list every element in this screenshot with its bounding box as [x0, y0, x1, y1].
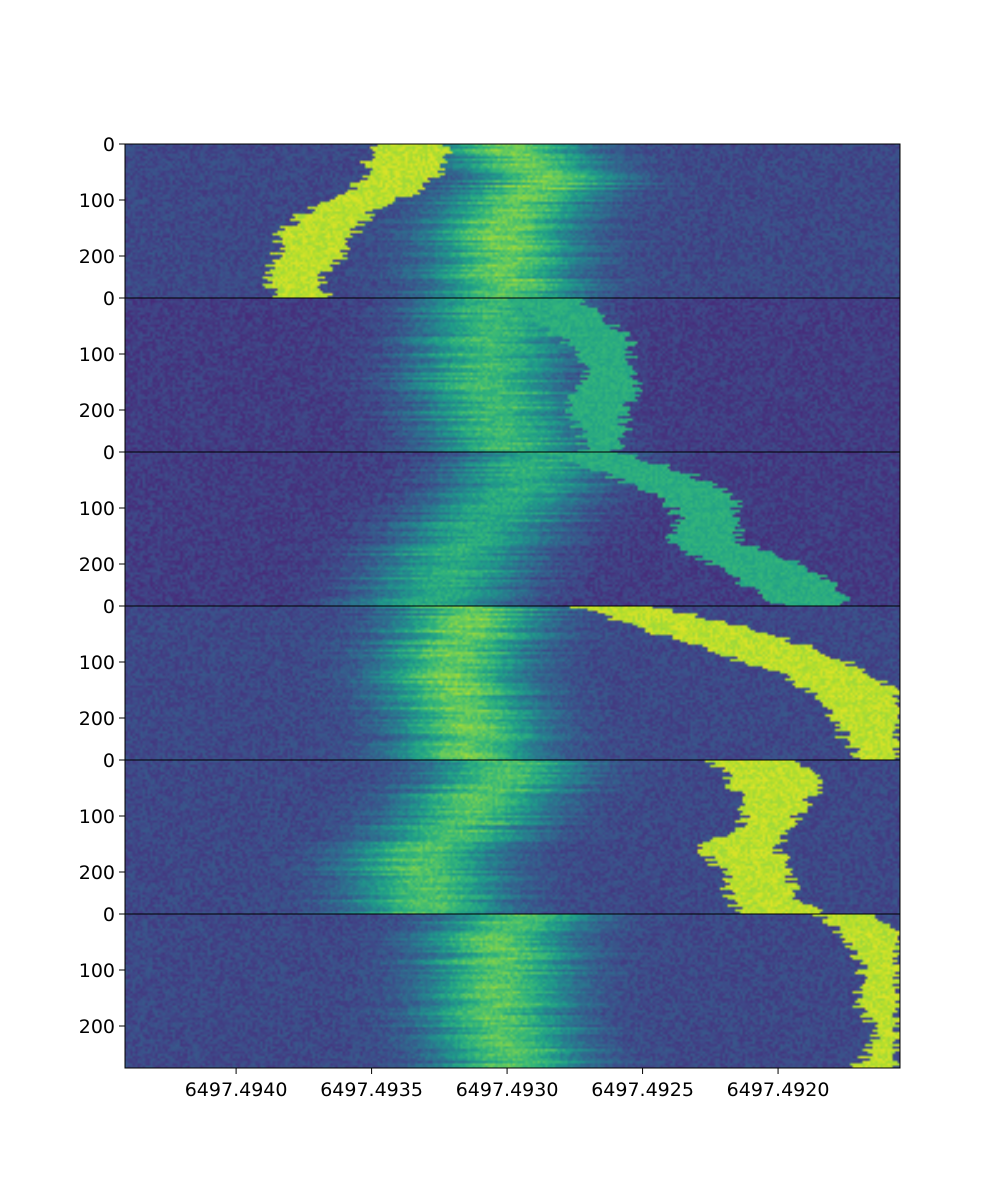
x-tick-label: 6497.4925	[591, 1079, 694, 1101]
y-tick-label: 100	[79, 960, 115, 982]
y-tick-label: 0	[103, 596, 115, 618]
panel-1-heatmap	[125, 144, 900, 298]
y-tick-label: 200	[79, 1016, 115, 1038]
panel-5-heatmap	[125, 760, 900, 914]
panel-2-heatmap	[125, 298, 900, 452]
heatmap-panels	[124, 143, 901, 1069]
x-tick-label: 6497.4920	[727, 1079, 830, 1101]
y-tick-label: 0	[103, 134, 115, 156]
x-tick-label: 6497.4935	[320, 1079, 423, 1101]
y-tick-label: 200	[79, 708, 115, 730]
y-tick-label: 200	[79, 862, 115, 884]
panel-6-heatmap	[125, 914, 900, 1068]
y-tick-label: 100	[79, 806, 115, 828]
y-tick-label: 100	[79, 498, 115, 520]
x-tick-label: 6497.4940	[185, 1079, 288, 1101]
y-axis-ticks: 0 100 200 0 100 200 0 100 200 0 100 200 0 100 200 0 100 2…	[79, 134, 125, 1038]
y-tick-label: 0	[103, 288, 115, 310]
y-tick-label: 200	[79, 400, 115, 422]
panel-6-frame	[124, 913, 901, 1069]
x-axis-ticks: 6497.4940 6497.4935 6497.4930 6497.4925 6497…	[185, 1068, 830, 1101]
y-tick-label: 200	[79, 554, 115, 576]
panel-4-heatmap	[125, 606, 900, 760]
y-tick-label: 100	[79, 344, 115, 366]
panel-3-heatmap	[125, 452, 900, 606]
y-tick-label: 0	[103, 750, 115, 772]
y-tick-label: 100	[79, 190, 115, 212]
y-tick-label: 0	[103, 904, 115, 926]
y-tick-label: 0	[103, 442, 115, 464]
y-tick-label: 200	[79, 246, 115, 268]
x-tick-label: 6497.4930	[456, 1079, 559, 1101]
y-tick-label: 100	[79, 652, 115, 674]
